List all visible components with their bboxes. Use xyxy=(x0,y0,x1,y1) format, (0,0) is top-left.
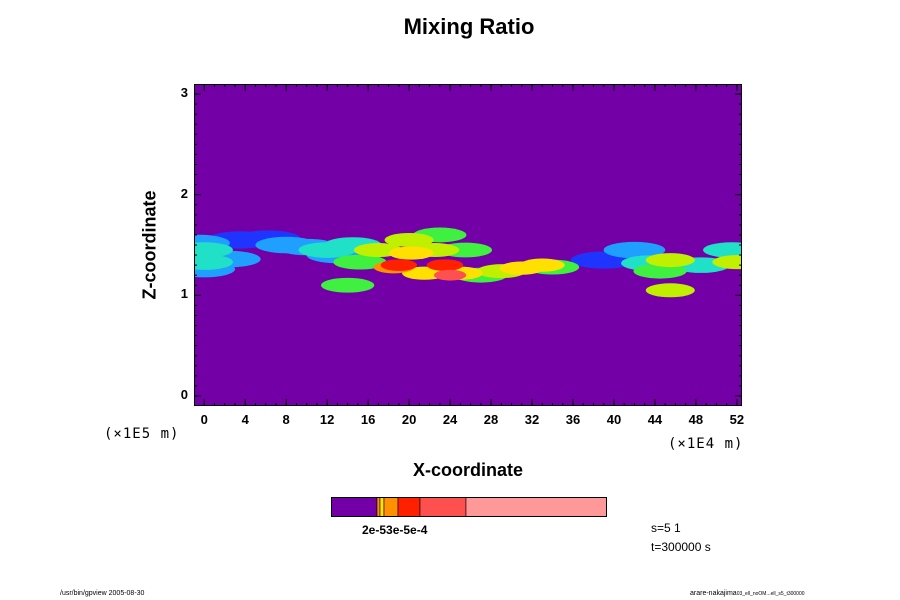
cloud-cell-17 xyxy=(333,254,387,270)
colorbar-segments xyxy=(331,497,607,517)
cloud-cell-30 xyxy=(712,255,742,270)
footer-right-small: 03_ell_noOM...ell_s5_t300000 xyxy=(736,591,805,597)
cloud-field xyxy=(194,227,742,298)
colorbar-segment-5 xyxy=(419,497,467,517)
x-tick-label-32: 32 xyxy=(524,412,540,427)
scale-annotation: s=5 1 xyxy=(651,521,681,535)
cloud-cell-35 xyxy=(519,258,565,272)
colorbar-frame xyxy=(331,497,607,517)
x-tick-label-48: 48 xyxy=(688,412,704,427)
footer-right: arare-nakajima03_ell_noOM...ell_s5_t3000… xyxy=(690,590,805,597)
footer-right-main: arare-nakajima xyxy=(690,590,737,597)
y-axis-label: Z-coordinate xyxy=(139,190,160,300)
colorbar-segment-1 xyxy=(376,497,381,517)
cloud-cell-16 xyxy=(703,242,742,258)
plot-area xyxy=(194,84,742,406)
x-tick-label-28: 28 xyxy=(483,412,499,427)
colorbar xyxy=(331,497,607,517)
y-tick-label-0: 0 xyxy=(180,386,188,402)
cloud-cell-9 xyxy=(603,241,666,259)
colorbar-segment-2 xyxy=(379,497,385,517)
x-tick-label-0: 0 xyxy=(200,412,208,427)
time-annotation: t=300000 s xyxy=(651,540,711,554)
cloud-cell-11 xyxy=(194,254,233,270)
x-tick-label-24: 24 xyxy=(442,412,458,427)
footer-left: /usr/bin/gpview 2005-08-30 xyxy=(60,590,145,597)
y-tick-label-2: 2 xyxy=(180,185,188,201)
x-axis-label: X-coordinate xyxy=(412,460,523,480)
x-tick-label-44: 44 xyxy=(647,412,663,427)
x-tick-label-16: 16 xyxy=(360,412,376,427)
colorbar-segment-6 xyxy=(465,497,607,517)
y-tick-label-1: 1 xyxy=(180,286,188,302)
colorbar-segment-4 xyxy=(397,497,421,517)
colorbar-labels: 2e-53e-5e-4 xyxy=(362,523,428,537)
x-tick-label-40: 40 xyxy=(606,412,622,427)
x-tick-label-52: 52 xyxy=(729,412,745,427)
x-scale-label: (×1E4 m) xyxy=(668,436,744,452)
cloud-cell-29 xyxy=(645,253,695,268)
cloud-cell-38 xyxy=(426,259,464,271)
cloud-cell-25 xyxy=(384,232,434,247)
x-tick-label-36: 36 xyxy=(565,412,581,427)
x-tick-label-4: 4 xyxy=(241,412,249,427)
cloud-cell-10 xyxy=(194,242,233,258)
x-tick-label-8: 8 xyxy=(282,412,290,427)
x-tick-label-20: 20 xyxy=(401,412,417,427)
cloud-cell-31 xyxy=(388,246,434,260)
colorbar-segment-0 xyxy=(331,497,378,517)
colorbar-segment-3 xyxy=(383,497,399,517)
cloud-cell-18 xyxy=(321,277,375,293)
axis-ticks xyxy=(194,84,742,406)
y-tick-label-3: 3 xyxy=(180,85,188,101)
cloud-cell-28 xyxy=(645,283,695,298)
cloud-cell-23 xyxy=(633,263,687,279)
cloud-cell-39 xyxy=(433,269,467,281)
y-scale-label: (×1E5 m) xyxy=(104,426,180,442)
cloud-cell-37 xyxy=(380,259,418,271)
chart-title: Mixing Ratio xyxy=(403,14,535,39)
x-tick-label-12: 12 xyxy=(319,412,335,427)
